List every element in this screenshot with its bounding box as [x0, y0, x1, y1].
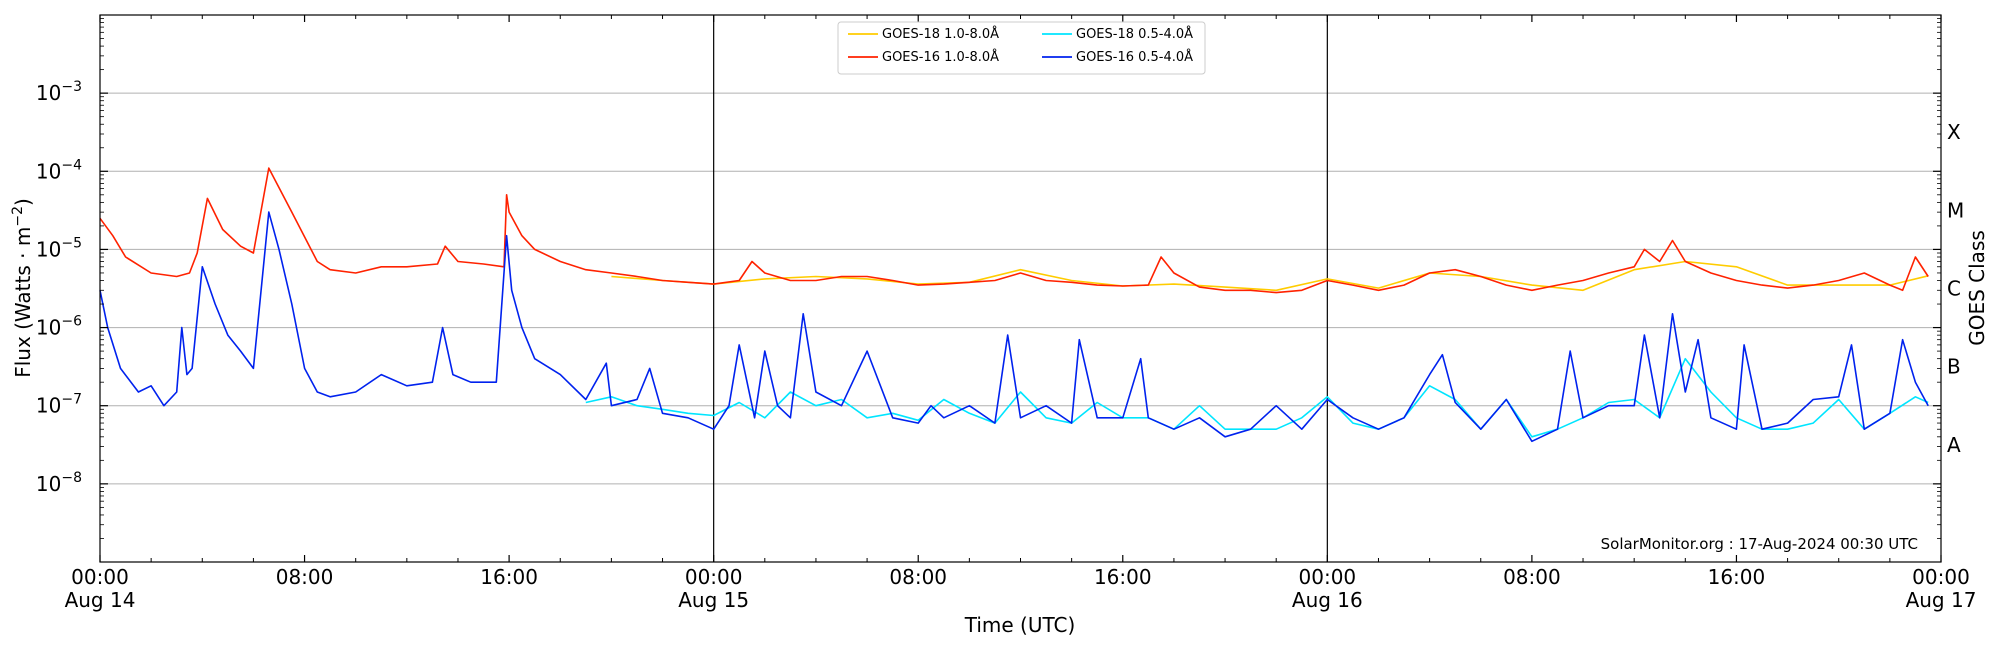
y-tick-label: 10−5: [36, 235, 82, 261]
goes-class-m: M: [1947, 198, 1964, 222]
y-axis-label-main: Flux (Watts · m: [11, 227, 35, 378]
x-tick-label: 00:00: [685, 565, 743, 589]
x-tick-label: 16:00: [480, 565, 538, 589]
x-axis-label: Time (UTC): [964, 613, 1076, 637]
goes-class-labels: A B C M X: [1947, 120, 1964, 457]
legend-items: GOES-18 1.0-8.0Å GOES-16 1.0-8.0Å GOES-18 …: [848, 26, 1193, 65]
legend-label-3: GOES-18 0.5-4.0Å: [1076, 26, 1193, 42]
x-tick-date-label: Aug 17: [1906, 588, 1977, 612]
grid-lines: [100, 92, 1941, 485]
x-tick-label: 00:00: [71, 565, 129, 589]
x-tick-date-label: Aug 15: [678, 588, 749, 612]
series-line-1: [611, 260, 1929, 292]
goes-class-b: B: [1947, 355, 1961, 379]
y-tick-label: 10−4: [36, 157, 82, 183]
legend: GOES-18 1.0-8.0Å GOES-16 1.0-8.0Å GOES-18 …: [837, 21, 1206, 75]
series-line-2: [99, 167, 1929, 294]
y-tick-label: 10−7: [36, 392, 82, 418]
series-line-3: [585, 357, 1929, 438]
legend-label-4: GOES-16 0.5-4.0Å: [1076, 49, 1193, 65]
series-line-4: [99, 211, 1929, 443]
x-tick-label: 16:00: [1094, 565, 1152, 589]
x-tick-date-label: Aug 16: [1292, 588, 1363, 612]
goes-class-a: A: [1947, 433, 1961, 457]
x-tick-label: 08:00: [1503, 565, 1561, 589]
series-lines: [99, 167, 1929, 443]
goes-class-c: C: [1947, 277, 1961, 301]
right-axis-label: GOES Class: [1965, 230, 1989, 346]
y-tick-label: 10−8: [36, 470, 82, 496]
x-tick-label: 08:00: [276, 565, 334, 589]
x-tick-label: 16:00: [1708, 565, 1766, 589]
goes-class-x: X: [1947, 120, 1961, 144]
y-axis-label-exponent: −2: [10, 206, 26, 227]
x-tick-label: 00:00: [1299, 565, 1357, 589]
y-tick-label: 10−6: [36, 314, 82, 340]
credit-text: SolarMonitor.org : 17-Aug-2024 00:30 UTC: [1601, 535, 1918, 553]
legend-label-2: GOES-16 1.0-8.0Å: [882, 49, 999, 65]
x-tick-label: 08:00: [889, 565, 947, 589]
plot-frame: [99, 14, 1942, 563]
legend-label-1: GOES-18 1.0-8.0Å: [882, 26, 999, 42]
legend-box: [837, 21, 1206, 75]
day-separators: [713, 15, 1328, 562]
y-ticks: 10−8 10−7 10−6 10−5 10−4 10−3: [36, 18, 1941, 539]
y-axis-label: Flux (Watts · m−2): [10, 198, 35, 378]
y-axis-label-close: ): [11, 198, 35, 206]
x-tick-date-label: Aug 14: [65, 588, 136, 612]
y-tick-label: 10−3: [36, 79, 82, 105]
x-tick-label: 00:00: [1912, 565, 1970, 589]
